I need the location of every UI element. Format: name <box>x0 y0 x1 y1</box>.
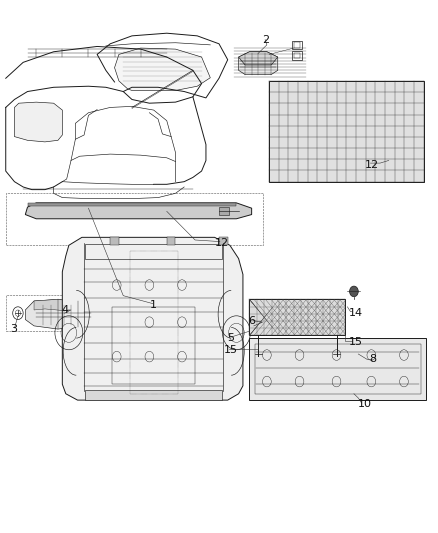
Bar <box>219 207 229 215</box>
Polygon shape <box>239 52 278 75</box>
Bar <box>250 337 426 400</box>
Bar <box>85 244 223 259</box>
Bar <box>294 42 300 47</box>
Text: 10: 10 <box>358 399 372 409</box>
Bar <box>254 344 420 394</box>
Bar <box>28 203 237 206</box>
Bar <box>85 390 223 400</box>
Text: 15: 15 <box>223 345 237 356</box>
Polygon shape <box>34 300 95 314</box>
Text: 6: 6 <box>249 316 256 326</box>
Bar <box>269 81 424 182</box>
Bar <box>6 193 262 245</box>
Bar <box>6 295 141 331</box>
Text: 2: 2 <box>261 35 269 45</box>
Polygon shape <box>239 52 278 65</box>
Bar <box>110 237 119 245</box>
Bar <box>113 308 195 384</box>
Polygon shape <box>25 203 252 219</box>
Polygon shape <box>62 237 243 400</box>
Text: 4: 4 <box>61 305 69 315</box>
Text: 12: 12 <box>215 238 229 248</box>
Bar <box>250 300 345 335</box>
Text: 14: 14 <box>349 308 363 318</box>
Bar <box>334 350 339 356</box>
Bar <box>167 237 176 245</box>
Bar <box>255 350 261 356</box>
Polygon shape <box>115 48 210 91</box>
Text: 8: 8 <box>369 354 376 364</box>
Bar <box>294 53 300 58</box>
Text: 12: 12 <box>365 160 379 169</box>
Polygon shape <box>14 102 62 142</box>
Text: 5: 5 <box>227 333 234 343</box>
Circle shape <box>350 286 358 297</box>
Bar <box>130 251 178 394</box>
Text: 3: 3 <box>10 324 17 334</box>
Bar <box>219 237 228 245</box>
Bar <box>292 41 302 49</box>
Bar <box>292 51 302 60</box>
Text: 1: 1 <box>149 300 156 310</box>
Polygon shape <box>25 300 95 329</box>
Text: 15: 15 <box>349 337 363 347</box>
